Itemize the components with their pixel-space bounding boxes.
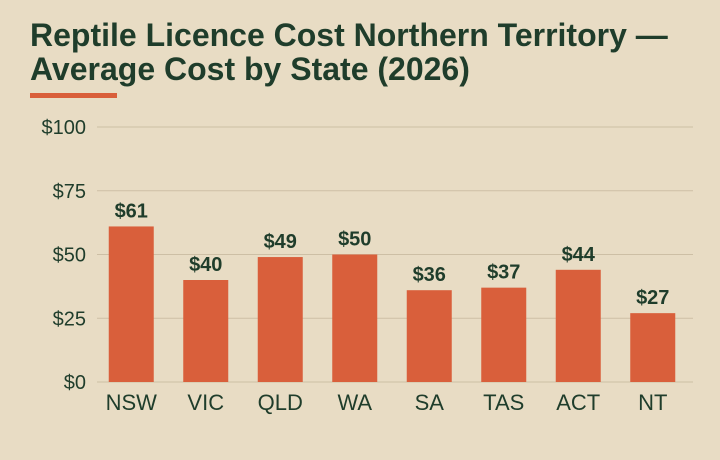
- chart-title: Reptile Licence Cost Northern Territory …: [30, 17, 668, 87]
- bar-nt: [630, 313, 676, 382]
- x-category-label: ACT: [556, 390, 600, 415]
- title-underline: [30, 93, 117, 98]
- y-tick-label: $50: [53, 245, 86, 267]
- bar-sa: [406, 290, 452, 382]
- bar-tas: [481, 287, 527, 382]
- bar-value-label: $36: [413, 264, 446, 286]
- y-tick-label: $100: [42, 117, 87, 139]
- x-category-label: NSW: [106, 390, 158, 415]
- x-category-label: NT: [638, 390, 667, 415]
- bar-act: [555, 269, 601, 382]
- bar-value-label: $40: [189, 254, 222, 276]
- bar-value-label: $27: [636, 287, 669, 309]
- bar-qld: [257, 257, 303, 382]
- y-tick-label: $0: [64, 372, 86, 394]
- bar-value-label: $50: [338, 229, 371, 251]
- bar-value-label: $37: [487, 262, 520, 284]
- x-category-label: QLD: [258, 390, 303, 415]
- x-category-label: WA: [337, 390, 372, 415]
- bar-nsw: [108, 226, 154, 382]
- x-category-label: VIC: [187, 390, 224, 415]
- bar-value-label: $44: [562, 244, 596, 266]
- bar-wa: [332, 254, 378, 382]
- x-category-label: SA: [415, 390, 445, 415]
- bar-value-label: $61: [115, 200, 148, 222]
- bar-value-label: $49: [264, 231, 297, 253]
- y-tick-label: $75: [53, 181, 86, 203]
- y-tick-label: $25: [53, 308, 86, 330]
- bar-vic: [183, 280, 229, 382]
- x-category-label: TAS: [483, 390, 524, 415]
